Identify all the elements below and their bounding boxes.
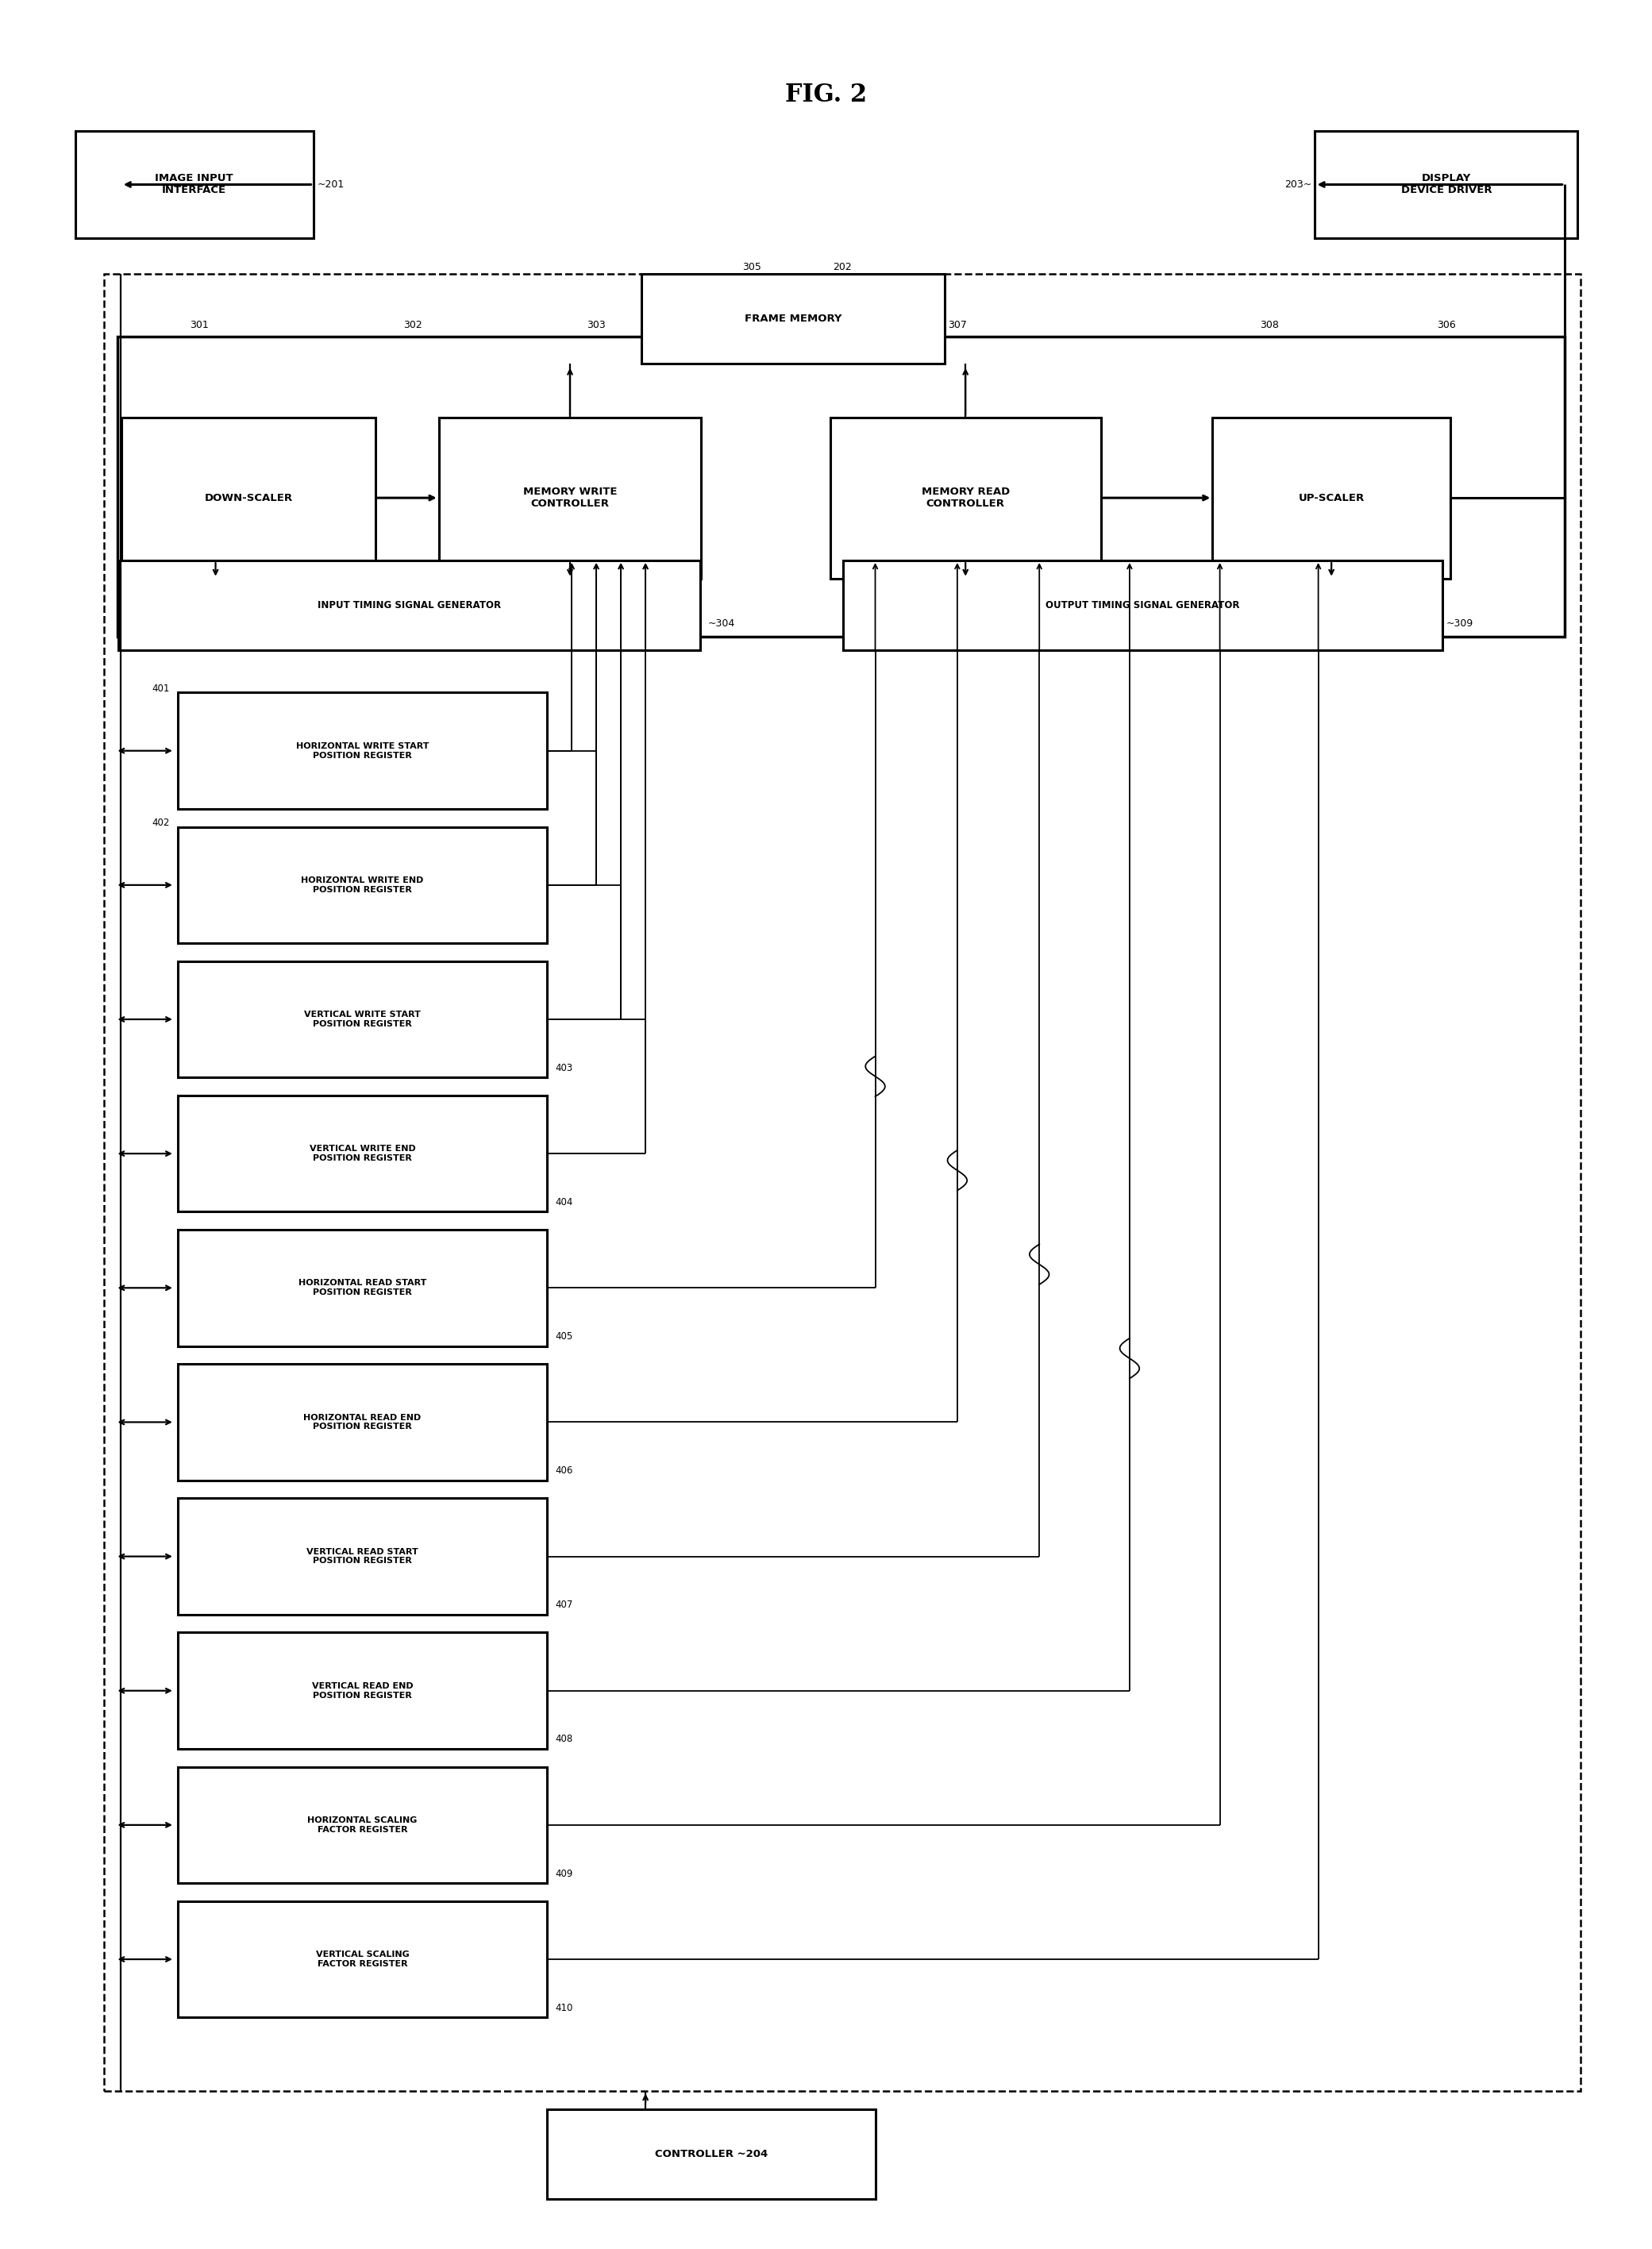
FancyBboxPatch shape bbox=[178, 1900, 547, 2017]
Text: 303: 303 bbox=[586, 319, 606, 331]
Text: 410: 410 bbox=[555, 2002, 573, 2013]
Text: HORIZONTAL WRITE END
POSITION REGISTER: HORIZONTAL WRITE END POSITION REGISTER bbox=[301, 877, 423, 893]
Text: HORIZONTAL READ START
POSITION REGISTER: HORIZONTAL READ START POSITION REGISTER bbox=[299, 1280, 426, 1295]
Text: 308: 308 bbox=[1259, 319, 1279, 331]
FancyBboxPatch shape bbox=[641, 274, 945, 364]
Text: 401: 401 bbox=[152, 684, 170, 695]
Text: VERTICAL READ START
POSITION REGISTER: VERTICAL READ START POSITION REGISTER bbox=[307, 1547, 418, 1565]
FancyBboxPatch shape bbox=[1315, 130, 1578, 238]
Text: ~304: ~304 bbox=[707, 618, 735, 627]
FancyBboxPatch shape bbox=[76, 130, 314, 238]
Text: ~309: ~309 bbox=[1446, 618, 1474, 627]
Text: VERTICAL SCALING
FACTOR REGISTER: VERTICAL SCALING FACTOR REGISTER bbox=[316, 1950, 410, 1968]
FancyBboxPatch shape bbox=[178, 1095, 547, 1212]
Text: 305: 305 bbox=[743, 263, 762, 272]
FancyBboxPatch shape bbox=[178, 1230, 547, 1347]
Text: 408: 408 bbox=[555, 1734, 573, 1745]
Text: 402: 402 bbox=[152, 819, 170, 828]
Text: 307: 307 bbox=[948, 319, 966, 331]
Text: 407: 407 bbox=[555, 1599, 573, 1610]
Text: IMAGE INPUT
INTERFACE: IMAGE INPUT INTERFACE bbox=[155, 173, 233, 196]
Text: OUTPUT TIMING SIGNAL GENERATOR: OUTPUT TIMING SIGNAL GENERATOR bbox=[1046, 600, 1239, 609]
Text: FIG. 2: FIG. 2 bbox=[785, 83, 867, 108]
Text: 406: 406 bbox=[555, 1466, 573, 1475]
Text: VERTICAL READ END
POSITION REGISTER: VERTICAL READ END POSITION REGISTER bbox=[312, 1682, 413, 1700]
Text: 403: 403 bbox=[555, 1064, 573, 1073]
Text: FRAME MEMORY: FRAME MEMORY bbox=[745, 313, 843, 324]
Text: CONTROLLER ~204: CONTROLLER ~204 bbox=[654, 2148, 768, 2159]
Text: VERTICAL WRITE END
POSITION REGISTER: VERTICAL WRITE END POSITION REGISTER bbox=[309, 1145, 416, 1163]
FancyBboxPatch shape bbox=[178, 1768, 547, 1882]
FancyBboxPatch shape bbox=[117, 560, 700, 650]
FancyBboxPatch shape bbox=[178, 1498, 547, 1615]
FancyBboxPatch shape bbox=[547, 2110, 876, 2200]
FancyBboxPatch shape bbox=[178, 828, 547, 942]
Text: INPUT TIMING SIGNAL GENERATOR: INPUT TIMING SIGNAL GENERATOR bbox=[317, 600, 501, 609]
FancyBboxPatch shape bbox=[121, 418, 375, 578]
FancyBboxPatch shape bbox=[178, 960, 547, 1077]
FancyBboxPatch shape bbox=[178, 1633, 547, 1750]
Text: 302: 302 bbox=[403, 319, 421, 331]
Text: MEMORY WRITE
CONTROLLER: MEMORY WRITE CONTROLLER bbox=[524, 486, 618, 508]
FancyBboxPatch shape bbox=[1213, 418, 1450, 578]
FancyBboxPatch shape bbox=[843, 560, 1442, 650]
Text: 306: 306 bbox=[1437, 319, 1455, 331]
Text: UP-SCALER: UP-SCALER bbox=[1298, 493, 1365, 504]
Text: ~201: ~201 bbox=[317, 180, 345, 189]
Text: 203~: 203~ bbox=[1285, 180, 1312, 189]
Text: 202: 202 bbox=[833, 263, 852, 272]
FancyBboxPatch shape bbox=[178, 693, 547, 810]
Text: DISPLAY
DEVICE DRIVER: DISPLAY DEVICE DRIVER bbox=[1401, 173, 1492, 196]
Text: 301: 301 bbox=[190, 319, 208, 331]
Text: DOWN-SCALER: DOWN-SCALER bbox=[205, 493, 292, 504]
Text: VERTICAL WRITE START
POSITION REGISTER: VERTICAL WRITE START POSITION REGISTER bbox=[304, 1010, 421, 1028]
Text: 405: 405 bbox=[555, 1331, 573, 1343]
Text: HORIZONTAL WRITE START
POSITION REGISTER: HORIZONTAL WRITE START POSITION REGISTER bbox=[296, 742, 430, 760]
Text: MEMORY READ
CONTROLLER: MEMORY READ CONTROLLER bbox=[922, 486, 1009, 508]
Text: HORIZONTAL READ END
POSITION REGISTER: HORIZONTAL READ END POSITION REGISTER bbox=[304, 1415, 421, 1430]
Text: 409: 409 bbox=[555, 1869, 573, 1878]
Text: HORIZONTAL SCALING
FACTOR REGISTER: HORIZONTAL SCALING FACTOR REGISTER bbox=[307, 1817, 418, 1833]
FancyBboxPatch shape bbox=[829, 418, 1100, 578]
Text: 404: 404 bbox=[555, 1196, 573, 1208]
FancyBboxPatch shape bbox=[439, 418, 702, 578]
FancyBboxPatch shape bbox=[178, 1363, 547, 1480]
